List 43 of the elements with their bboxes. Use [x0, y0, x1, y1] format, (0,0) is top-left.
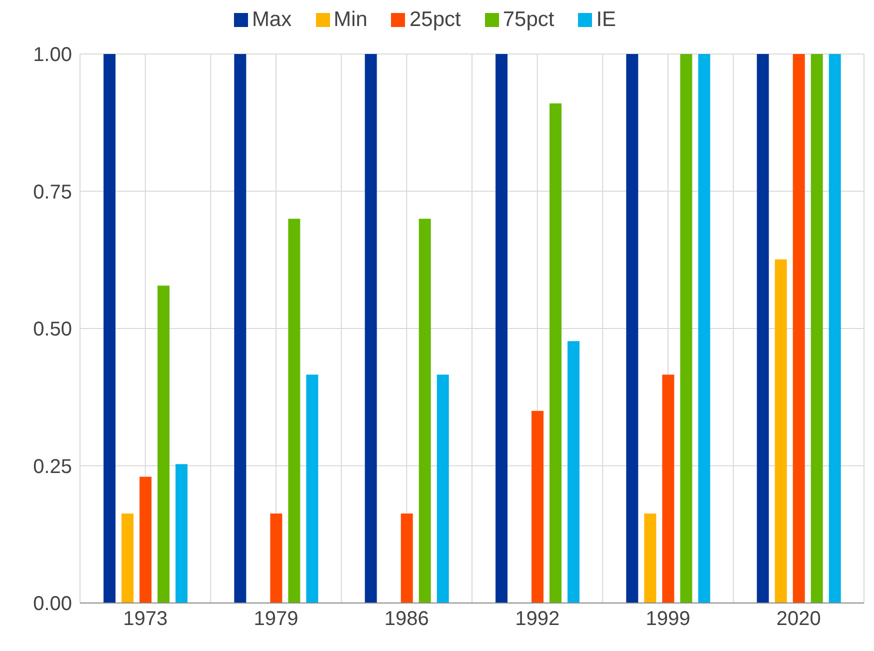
legend-label: IE	[596, 8, 616, 31]
bar	[644, 514, 656, 603]
x-tick-label: 2020	[776, 608, 821, 630]
bar	[306, 374, 318, 603]
bar	[158, 286, 170, 603]
x-tick-label: 1973	[123, 608, 168, 630]
bar	[176, 464, 188, 603]
x-tick-label: 1986	[384, 608, 429, 630]
bar	[662, 374, 674, 603]
legend-label: Max	[252, 8, 292, 31]
x-tick-label: 1992	[515, 608, 560, 630]
bar	[270, 514, 282, 603]
bar	[550, 103, 562, 603]
bar	[436, 374, 449, 603]
bar	[496, 54, 508, 603]
bar	[774, 259, 787, 603]
y-tick-label: 0.00	[33, 593, 72, 616]
bar	[532, 410, 544, 603]
bar	[626, 54, 638, 603]
bar	[828, 54, 841, 603]
bar	[140, 476, 152, 603]
legend-label: 25pct	[409, 8, 461, 31]
bar	[364, 54, 377, 603]
bar	[756, 54, 769, 603]
legend-label: Min	[334, 8, 368, 31]
x-tick-label: 1999	[646, 608, 690, 630]
y-tick-label: 0.25	[33, 456, 72, 478]
bar	[418, 218, 431, 603]
bar	[698, 54, 710, 603]
legend-label: 75pct	[502, 8, 554, 31]
bar	[234, 54, 246, 603]
bar	[568, 341, 580, 603]
bar	[288, 218, 300, 603]
y-tick-label: 0.75	[33, 181, 72, 204]
bar	[104, 54, 116, 603]
bar	[122, 514, 134, 603]
bar	[810, 54, 823, 603]
x-tick-label: 1979	[254, 608, 298, 630]
y-tick-label: 0.50	[33, 318, 72, 341]
bar	[792, 54, 805, 603]
bar	[680, 54, 692, 603]
bar	[400, 514, 413, 603]
y-tick-label: 1.00	[33, 44, 72, 66]
